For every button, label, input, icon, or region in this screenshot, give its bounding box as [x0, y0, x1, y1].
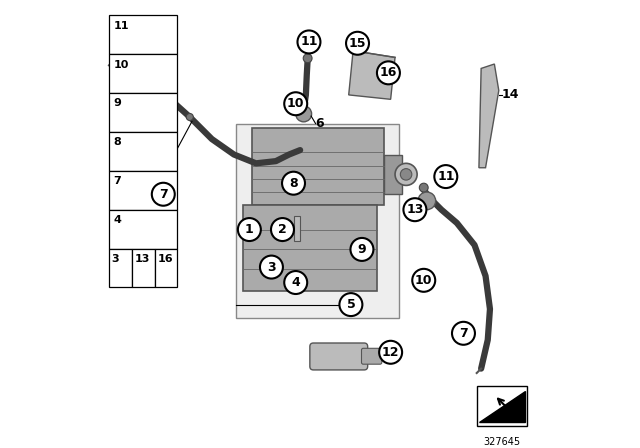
Circle shape — [377, 61, 400, 84]
FancyBboxPatch shape — [109, 132, 177, 171]
Text: 327645: 327645 — [484, 437, 521, 447]
FancyBboxPatch shape — [109, 249, 132, 287]
Circle shape — [412, 269, 435, 292]
Text: 7: 7 — [459, 327, 468, 340]
Circle shape — [379, 341, 402, 364]
Text: 13: 13 — [406, 203, 424, 216]
Circle shape — [238, 218, 261, 241]
Text: 1: 1 — [245, 223, 253, 236]
Circle shape — [395, 164, 417, 185]
Text: 7: 7 — [159, 188, 168, 201]
Text: 2: 2 — [278, 223, 287, 236]
Text: 5: 5 — [346, 298, 355, 311]
Circle shape — [419, 183, 428, 192]
Text: 3: 3 — [111, 254, 119, 264]
Text: 10: 10 — [113, 60, 129, 69]
Circle shape — [284, 271, 307, 294]
FancyBboxPatch shape — [294, 216, 300, 241]
FancyBboxPatch shape — [236, 124, 399, 318]
Circle shape — [296, 106, 312, 122]
Circle shape — [271, 218, 294, 241]
FancyBboxPatch shape — [155, 249, 177, 287]
Polygon shape — [479, 64, 499, 168]
Text: 3: 3 — [267, 261, 276, 274]
Text: 11: 11 — [113, 21, 129, 31]
Polygon shape — [349, 51, 395, 99]
Circle shape — [284, 92, 307, 115]
FancyBboxPatch shape — [252, 128, 384, 205]
Circle shape — [282, 172, 305, 195]
Text: 12: 12 — [382, 346, 399, 359]
FancyBboxPatch shape — [310, 343, 367, 370]
FancyBboxPatch shape — [109, 210, 177, 249]
Text: 13: 13 — [134, 254, 150, 264]
FancyBboxPatch shape — [109, 54, 177, 93]
Text: 4: 4 — [291, 276, 300, 289]
Circle shape — [260, 256, 283, 279]
Circle shape — [401, 168, 412, 180]
Circle shape — [298, 30, 321, 53]
Text: 11: 11 — [300, 35, 317, 48]
Text: 10: 10 — [415, 274, 433, 287]
Circle shape — [435, 165, 458, 188]
Text: 8: 8 — [113, 137, 121, 147]
Circle shape — [418, 192, 436, 210]
FancyBboxPatch shape — [109, 93, 177, 132]
FancyBboxPatch shape — [109, 171, 177, 210]
Circle shape — [346, 32, 369, 55]
FancyBboxPatch shape — [243, 205, 378, 291]
Text: 4: 4 — [113, 215, 121, 225]
Text: 8: 8 — [289, 177, 298, 190]
Text: 16: 16 — [380, 66, 397, 79]
Text: 10: 10 — [287, 97, 305, 110]
Circle shape — [351, 238, 373, 261]
Circle shape — [303, 54, 312, 63]
Text: 14: 14 — [502, 88, 520, 101]
Text: 9: 9 — [113, 99, 121, 108]
FancyBboxPatch shape — [384, 155, 402, 194]
Text: 7: 7 — [113, 176, 121, 186]
FancyBboxPatch shape — [109, 15, 177, 54]
Circle shape — [452, 322, 475, 345]
FancyBboxPatch shape — [362, 348, 382, 364]
Text: 6: 6 — [316, 117, 324, 130]
FancyBboxPatch shape — [132, 249, 155, 287]
Circle shape — [152, 183, 175, 206]
Text: 16: 16 — [157, 254, 173, 264]
Text: 11: 11 — [437, 170, 454, 183]
Text: 15: 15 — [349, 37, 366, 50]
Circle shape — [403, 198, 426, 221]
Circle shape — [339, 293, 362, 316]
Text: 9: 9 — [358, 243, 366, 256]
FancyBboxPatch shape — [477, 386, 527, 426]
Polygon shape — [479, 391, 525, 422]
Circle shape — [186, 113, 193, 121]
